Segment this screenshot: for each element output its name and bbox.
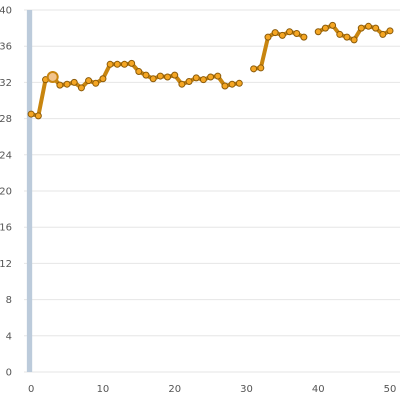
data-point	[222, 83, 228, 89]
x-tick-label: 50	[384, 384, 397, 395]
data-point	[315, 29, 321, 35]
x-tick-label: 0	[28, 384, 34, 395]
data-point	[179, 81, 185, 87]
series-line-segment	[254, 32, 304, 69]
y-tick-label: 16	[0, 223, 12, 234]
data-point	[330, 22, 336, 28]
data-point	[71, 79, 77, 85]
data-point	[57, 82, 63, 88]
series-group	[28, 22, 393, 119]
data-point	[358, 25, 364, 31]
data-point	[294, 31, 300, 37]
data-point	[215, 73, 221, 79]
data-point	[208, 74, 214, 80]
data-point	[200, 77, 206, 83]
data-point	[150, 76, 156, 82]
x-tick-label: 20	[168, 384, 181, 395]
data-point	[157, 73, 163, 79]
data-point	[279, 32, 285, 38]
y-tick-label: 24	[0, 150, 12, 161]
data-point	[265, 34, 271, 40]
data-point	[229, 81, 235, 87]
data-point	[100, 76, 106, 82]
data-point	[351, 37, 357, 43]
data-point	[136, 69, 142, 75]
y-axis-band	[27, 10, 32, 372]
x-tick-label: 30	[240, 384, 253, 395]
y-tick-label: 0	[6, 368, 12, 379]
y-tick-label: 4	[6, 331, 12, 342]
data-point	[322, 25, 328, 31]
y-tick-labels: 0 4 8 12 16 20 24 28 32 36 40	[0, 6, 12, 379]
data-point	[165, 74, 171, 80]
data-point	[93, 80, 99, 86]
data-point	[78, 85, 84, 91]
x-tick-label: 10	[97, 384, 110, 395]
data-point	[287, 29, 293, 35]
data-point	[172, 72, 178, 78]
y-tick-label: 12	[0, 259, 12, 270]
data-point	[186, 78, 192, 84]
data-point	[121, 61, 127, 67]
data-point	[86, 78, 92, 84]
data-point	[114, 61, 120, 67]
data-point	[258, 65, 264, 71]
data-point	[236, 80, 242, 86]
data-point	[64, 81, 70, 87]
data-point	[344, 34, 350, 40]
data-point	[129, 60, 135, 66]
y-tick-label: 36	[0, 42, 12, 53]
data-point	[387, 28, 393, 34]
data-point	[337, 31, 343, 37]
data-point	[193, 75, 199, 81]
data-point	[365, 23, 371, 29]
y-tick-label: 32	[0, 78, 12, 89]
data-point	[35, 113, 41, 119]
highlighted-data-point	[48, 72, 58, 82]
x-tick-label: 40	[312, 384, 325, 395]
data-point	[380, 31, 386, 37]
series-line-segment	[31, 63, 239, 115]
data-point	[107, 61, 113, 67]
data-point	[28, 111, 34, 117]
y-tick-label: 8	[6, 295, 12, 306]
data-point	[143, 72, 149, 78]
y-tick-label: 20	[0, 187, 12, 198]
y-tick-label: 28	[0, 114, 12, 125]
x-tick-labels: 0 10 20 30 40 50	[28, 384, 396, 395]
data-point	[272, 30, 278, 36]
data-point	[301, 34, 307, 40]
data-point	[373, 25, 379, 31]
y-tick-label: 40	[0, 6, 12, 17]
data-point	[251, 66, 257, 72]
grid-lines	[24, 10, 400, 372]
